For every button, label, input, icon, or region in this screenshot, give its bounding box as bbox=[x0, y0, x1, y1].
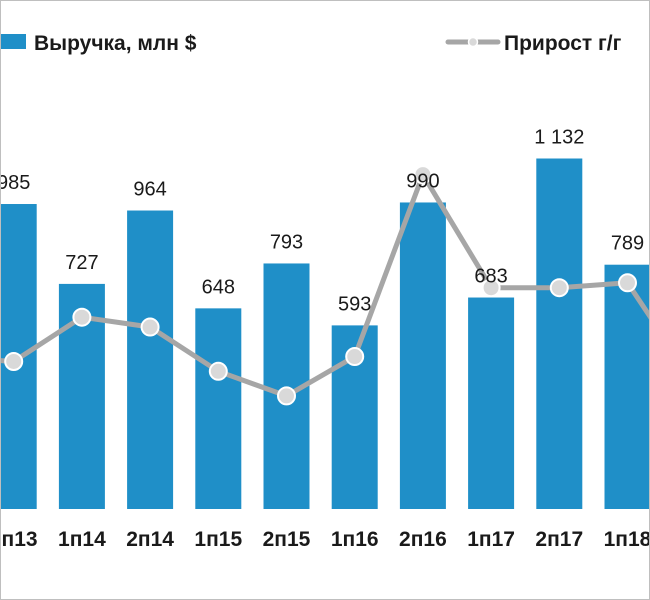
bar-1п15 bbox=[195, 308, 242, 509]
bar-value-label-2п17: 1 132 bbox=[534, 126, 584, 148]
x-tick-2п15: 2п15 bbox=[263, 528, 311, 551]
legend-line-marker bbox=[467, 36, 479, 48]
bar-labels: 985 727 964 648 793 593 990 683 1 132 789 bbox=[1, 126, 644, 315]
growth-marker-1п17 bbox=[481, 278, 501, 298]
growth-marker-1п15 bbox=[208, 361, 228, 381]
x-tick-2п14: 2п14 bbox=[126, 528, 174, 551]
growth-marker-2п15 bbox=[277, 386, 296, 406]
growth-marker-1п14 bbox=[72, 307, 92, 327]
x-tick-1п16: 1п16 bbox=[331, 528, 379, 551]
growth-marker-2п13 bbox=[4, 351, 24, 371]
x-tick-2п17: 2п17 bbox=[535, 528, 583, 551]
bar-value-label-1п14: 727 bbox=[65, 252, 98, 274]
bar-value-label-1п16: 593 bbox=[338, 293, 371, 315]
bar-value-label-1п17: 683 bbox=[474, 266, 507, 288]
growth-line bbox=[1, 172, 649, 399]
x-tick-1п14: 1п14 bbox=[58, 528, 106, 551]
growth-marker-1п16 bbox=[345, 347, 365, 367]
growth-marker-2п17 bbox=[549, 278, 569, 298]
x-axis-ticks: 2п13 1п14 2п14 1п15 2п15 1п16 2п16 1п17 2п17 1п18 bbox=[1, 528, 650, 551]
bar-value-label-2п15: 793 bbox=[270, 231, 303, 253]
bar-2п17 bbox=[536, 158, 583, 509]
x-tick-1п17: 1п17 bbox=[467, 528, 515, 551]
x-tick-1п15: 1п15 bbox=[194, 528, 242, 551]
bar-value-label-2п13: 985 bbox=[1, 172, 30, 194]
legend-bar-swatch bbox=[1, 34, 26, 49]
bar-value-label-1п18: 789 bbox=[611, 233, 644, 255]
x-tick-2п13: 2п13 bbox=[1, 528, 38, 551]
bar-value-label-2п14: 964 bbox=[133, 179, 166, 201]
legend-line-label: Прирост г/г bbox=[504, 32, 622, 55]
legend-bar-label: Выручка, млн $ bbox=[34, 32, 197, 55]
x-tick-1п18: 1п18 bbox=[604, 528, 650, 551]
bar-value-label-2п16: 990 bbox=[406, 170, 439, 192]
growth-marker-2п14 bbox=[140, 317, 160, 337]
bar-value-label-1п15: 648 bbox=[202, 276, 235, 298]
bars bbox=[1, 158, 649, 510]
growth-line-layer bbox=[1, 165, 649, 406]
x-tick-2п16: 2п16 bbox=[399, 528, 447, 551]
bar-1п18 bbox=[604, 264, 649, 509]
bar-1п17 bbox=[468, 297, 515, 509]
legend: Выручка, млн $ Прирост г/г bbox=[1, 32, 622, 55]
growth-marker-1п18 bbox=[618, 273, 637, 293]
bar-2п14 bbox=[127, 210, 174, 510]
bar-2п16 bbox=[399, 202, 446, 509]
growth-marker-2п16 bbox=[413, 165, 433, 185]
